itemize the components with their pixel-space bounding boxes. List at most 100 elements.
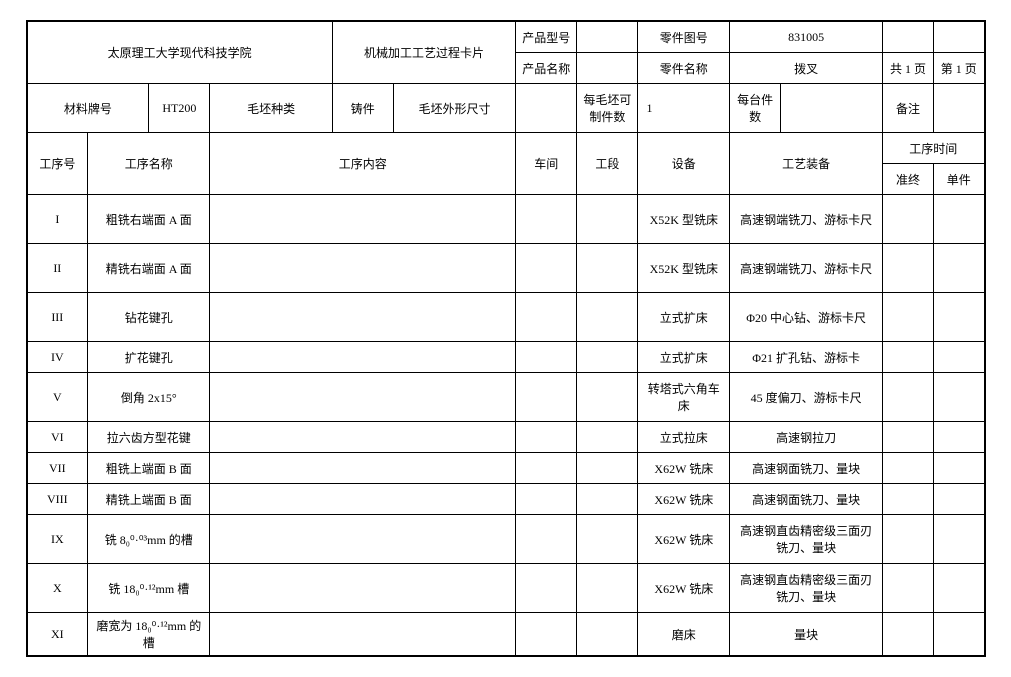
row-workshop bbox=[516, 515, 577, 564]
row-unit bbox=[933, 293, 984, 342]
table-row: X铣 18₀⁰·¹²mm 槽X62W 铣床高速钢直齿精密级三面刃铣刀、量块 bbox=[27, 564, 985, 613]
row-prep bbox=[883, 484, 934, 515]
row-workshop bbox=[516, 564, 577, 613]
table-row: VII粗铣上端面 B 面 X62W 铣床高速钢面铣刀、量块 bbox=[27, 453, 985, 484]
row-seq: IX bbox=[27, 515, 88, 564]
product-model-value bbox=[577, 21, 638, 53]
row-name: 铣 8₀⁰·⁰³mm 的槽 bbox=[88, 515, 210, 564]
row-tooling: 高速钢面铣刀、量块 bbox=[730, 453, 883, 484]
row-seq: IV bbox=[27, 342, 88, 373]
row-content bbox=[210, 342, 516, 373]
row-content bbox=[210, 293, 516, 342]
row-workshop bbox=[516, 484, 577, 515]
row-equipment: 磨床 bbox=[638, 613, 730, 657]
row-tooling: 高速钢端铣刀、游标卡尺 bbox=[730, 195, 883, 244]
row-unit bbox=[933, 613, 984, 657]
row-seq: VIII bbox=[27, 484, 88, 515]
row-name: 精铣右端面 A 面 bbox=[88, 244, 210, 293]
row-seq: III bbox=[27, 293, 88, 342]
row-section bbox=[577, 484, 638, 515]
row-name: 粗铣上端面 B 面 bbox=[88, 453, 210, 484]
row-content bbox=[210, 564, 516, 613]
parts-per-blank-value: 1 bbox=[638, 84, 730, 133]
row-equipment: 立式拉床 bbox=[638, 422, 730, 453]
row-tooling: 45 度偏刀、游标卡尺 bbox=[730, 373, 883, 422]
table-row: I粗铣右端面 A 面X52K 型铣床高速钢端铣刀、游标卡尺 bbox=[27, 195, 985, 244]
col-op-time: 工序时间 bbox=[883, 133, 985, 164]
row-name: 铣 18₀⁰·¹²mm 槽 bbox=[88, 564, 210, 613]
row-prep bbox=[883, 195, 934, 244]
row-prep bbox=[883, 293, 934, 342]
row-section bbox=[577, 564, 638, 613]
product-name-label: 产品名称 bbox=[516, 53, 577, 84]
blank-dim-value bbox=[516, 84, 577, 133]
blank-dim-label: 毛坯外形尺寸 bbox=[393, 84, 515, 133]
remark-label: 备注 bbox=[883, 84, 934, 133]
sheet-current: 第 1 页 bbox=[933, 53, 984, 84]
row-workshop bbox=[516, 613, 577, 657]
row-equipment: X52K 型铣床 bbox=[638, 195, 730, 244]
row-workshop bbox=[516, 293, 577, 342]
row-section bbox=[577, 342, 638, 373]
row-prep bbox=[883, 613, 934, 657]
table-row: XI磨宽为 18₀⁰·¹²mm 的槽磨床量块 bbox=[27, 613, 985, 657]
table-row: VI拉六齿方型花键立式拉床高速钢拉刀 bbox=[27, 422, 985, 453]
part-name-label: 零件名称 bbox=[638, 53, 730, 84]
row-tooling: 高速钢直齿精密级三面刃铣刀、量块 bbox=[730, 515, 883, 564]
col-unit-piece: 单件 bbox=[933, 164, 984, 195]
parts-per-machine-label: 每台件数 bbox=[730, 84, 781, 133]
row-unit bbox=[933, 373, 984, 422]
blank-type-label: 毛坯种类 bbox=[210, 84, 332, 133]
material-grade-value: HT200 bbox=[149, 84, 210, 133]
col-seq: 工序号 bbox=[27, 133, 88, 195]
row-tooling: 高速钢直齿精密级三面刃铣刀、量块 bbox=[730, 564, 883, 613]
table-row: V倒角 2x15°转塔式六角车床45 度偏刀、游标卡尺 bbox=[27, 373, 985, 422]
row-section bbox=[577, 195, 638, 244]
table-row: IX铣 8₀⁰·⁰³mm 的槽X62W 铣床高速钢直齿精密级三面刃铣刀、量块 bbox=[27, 515, 985, 564]
col-section: 工段 bbox=[577, 133, 638, 195]
row-unit bbox=[933, 244, 984, 293]
institution: 太原理工大学现代科技学院 bbox=[27, 21, 333, 84]
col-op-name: 工序名称 bbox=[88, 133, 210, 195]
row-content bbox=[210, 484, 516, 515]
row-name: 钻花键孔 bbox=[88, 293, 210, 342]
row-prep bbox=[883, 342, 934, 373]
parts-per-blank-label: 每毛坯可制件数 bbox=[577, 84, 638, 133]
process-card-table: 太原理工大学现代科技学院 机械加工工艺过程卡片 产品型号 零件图号 831005… bbox=[26, 20, 986, 657]
row-seq: XI bbox=[27, 613, 88, 657]
table-row: IV扩花键孔立式扩床Φ21 扩孔钻、游标卡 bbox=[27, 342, 985, 373]
part-name-value: 拨叉 bbox=[730, 53, 883, 84]
row-content bbox=[210, 373, 516, 422]
row-unit bbox=[933, 342, 984, 373]
row-section bbox=[577, 515, 638, 564]
row-section bbox=[577, 293, 638, 342]
row-equipment: X62W 铣床 bbox=[638, 453, 730, 484]
row-seq: VII bbox=[27, 453, 88, 484]
row-equipment: 转塔式六角车床 bbox=[638, 373, 730, 422]
row-content bbox=[210, 195, 516, 244]
blank-type-value: 铸件 bbox=[332, 84, 393, 133]
row-prep bbox=[883, 373, 934, 422]
row-content bbox=[210, 515, 516, 564]
row-name: 扩花键孔 bbox=[88, 342, 210, 373]
row-content bbox=[210, 244, 516, 293]
row-name: 倒角 2x15° bbox=[88, 373, 210, 422]
col-op-content: 工序内容 bbox=[210, 133, 516, 195]
row-tooling: 高速钢拉刀 bbox=[730, 422, 883, 453]
row-content bbox=[210, 422, 516, 453]
row-workshop bbox=[516, 244, 577, 293]
row-unit bbox=[933, 515, 984, 564]
row-prep bbox=[883, 515, 934, 564]
product-name-value bbox=[577, 53, 638, 84]
row-name: 拉六齿方型花键 bbox=[88, 422, 210, 453]
row-equipment: X62W 铣床 bbox=[638, 564, 730, 613]
part-drawing-no-value: 831005 bbox=[730, 21, 883, 53]
col-tooling: 工艺装备 bbox=[730, 133, 883, 195]
row-section bbox=[577, 613, 638, 657]
row-section bbox=[577, 244, 638, 293]
part-drawing-no-label: 零件图号 bbox=[638, 21, 730, 53]
remark-value bbox=[933, 84, 984, 133]
header-blank-2 bbox=[933, 21, 984, 53]
card-title: 机械加工工艺过程卡片 bbox=[332, 21, 515, 84]
row-prep bbox=[883, 453, 934, 484]
